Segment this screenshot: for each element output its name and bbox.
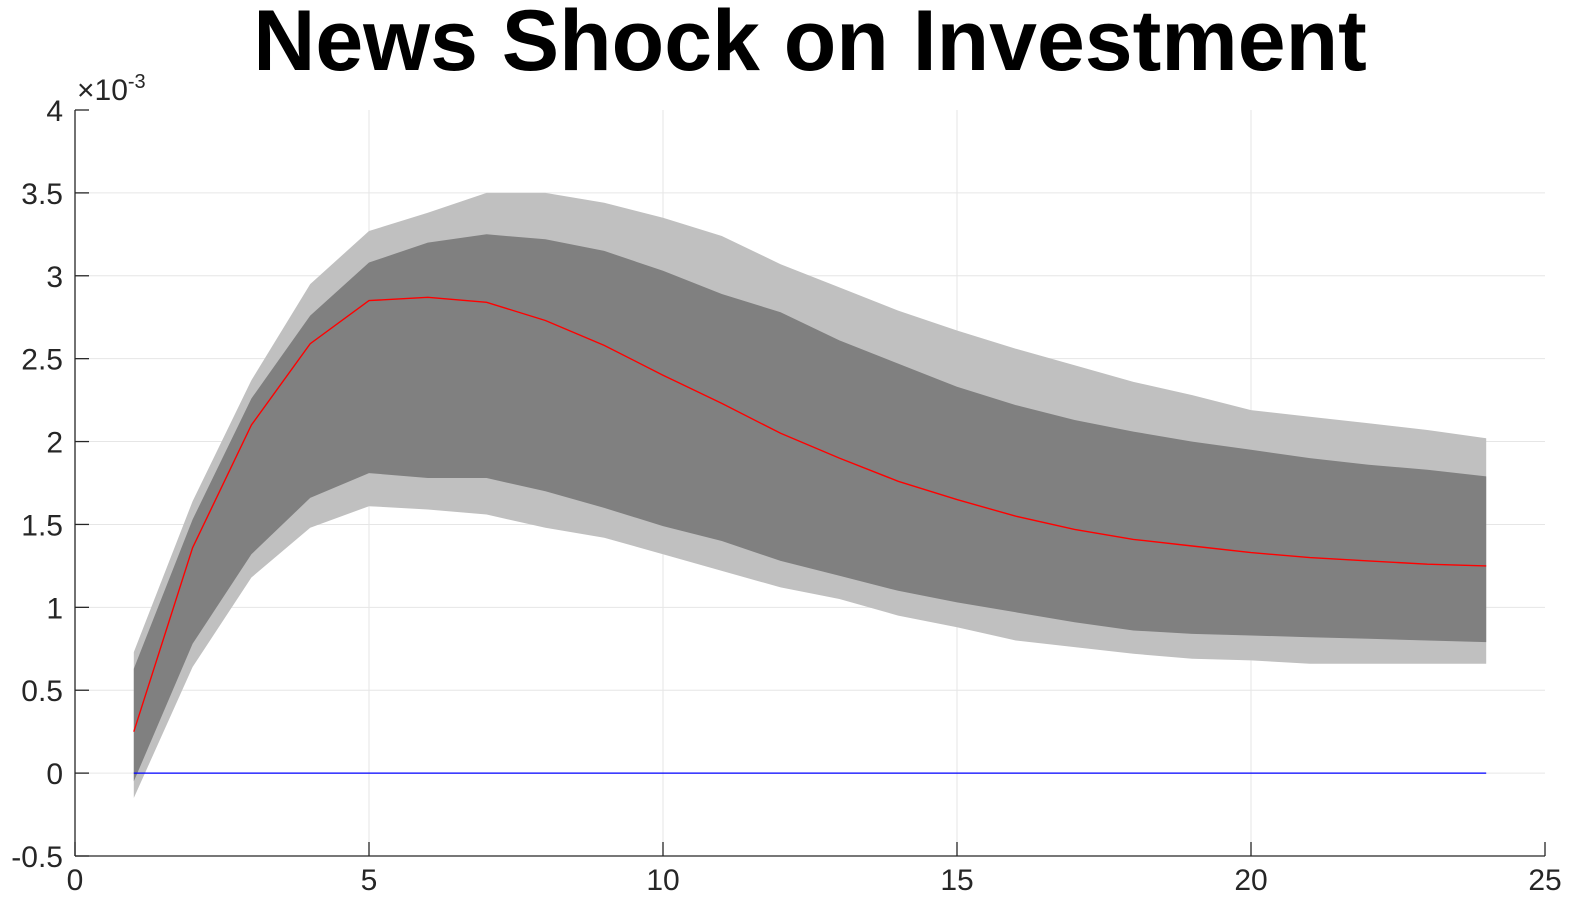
x-tick-label: 0 [67, 864, 84, 897]
x-tick-label: 25 [1528, 864, 1561, 897]
inner-confidence-band [133, 234, 1487, 782]
series-lines [133, 296, 1487, 774]
y-tick-label: 0.5 [21, 675, 63, 708]
median-response-line [133, 296, 1487, 732]
confidence-bands [133, 192, 1487, 798]
chart-title: News Shock on Investment [253, 0, 1367, 89]
y-exponent-power: -3 [128, 71, 146, 93]
x-tick-label: 20 [1234, 864, 1267, 897]
y-tick-label: 0 [46, 758, 63, 791]
x-tick-label: 15 [940, 864, 973, 897]
y-exponent-base: ×10 [77, 74, 128, 107]
tick-labels: 0 5 10 15 20 25-0.500.511.522.533.54 [11, 95, 1561, 897]
y-tick-label: 3 [46, 261, 63, 294]
y-tick-label: 2.5 [21, 344, 63, 377]
y-exponent-label: ×10-3 [77, 71, 146, 107]
x-tick-label: 5 [361, 864, 378, 897]
y-tick-label: 4 [46, 95, 63, 128]
x-tick-label: 10 [646, 864, 679, 897]
y-tick-label: 1.5 [21, 509, 63, 542]
axes [74, 109, 1546, 857]
y-tick-label: 3.5 [21, 178, 63, 211]
y-tick-label: 1 [46, 592, 63, 625]
y-tick-label: 2 [46, 427, 63, 460]
y-tick-label: -0.5 [11, 841, 63, 874]
